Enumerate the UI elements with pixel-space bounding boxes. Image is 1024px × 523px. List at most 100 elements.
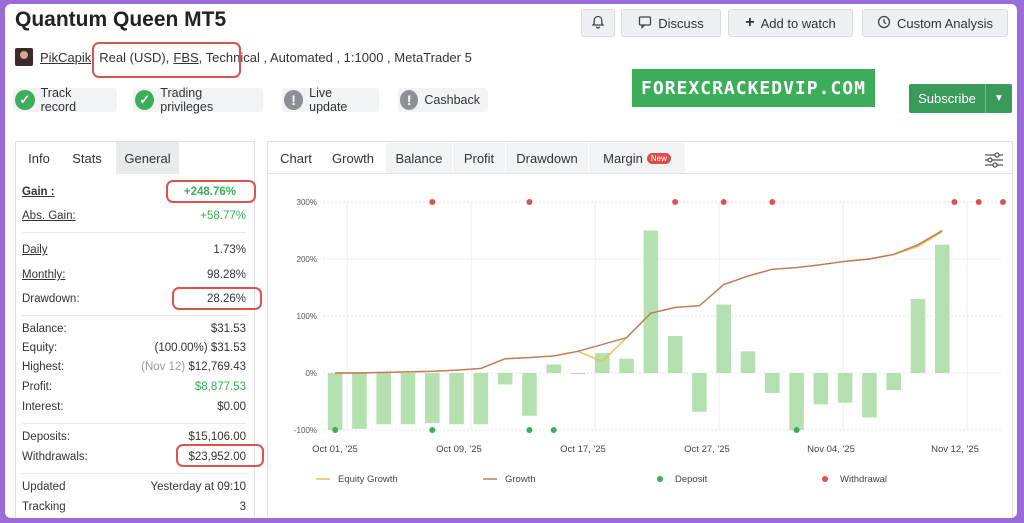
deposit-marker — [332, 427, 339, 433]
stat-label[interactable]: Gain : — [22, 186, 55, 198]
growth-bar — [716, 304, 731, 373]
legend-dot — [822, 476, 828, 482]
tab-growth[interactable]: Growth — [324, 143, 382, 175]
stat-value: 3 — [239, 501, 246, 513]
account-highlight — [92, 42, 241, 78]
stat-label: Balance: — [22, 323, 67, 335]
stat-value: $12,769.43 — [188, 361, 246, 373]
withdrawal-marker — [429, 199, 436, 205]
equity-growth-line — [335, 231, 943, 374]
stat-value: +58.77% — [200, 210, 246, 222]
check-icon: ✓ — [15, 90, 35, 110]
stat-value: $15,106.00 — [188, 431, 246, 443]
withdrawals-highlight — [176, 444, 264, 467]
growth-bar — [643, 230, 659, 373]
chart-panel: Chart Growth Balance Profit Drawdown Mar… — [267, 141, 1013, 518]
deposit-marker — [526, 427, 533, 433]
stat-daily: Daily 1.73% — [22, 244, 246, 256]
stat-interest: Interest: $0.00 — [22, 401, 246, 413]
alert-icon: ! — [400, 90, 419, 110]
withdrawal-marker — [720, 199, 727, 205]
withdrawal-marker — [672, 199, 679, 205]
divider — [22, 315, 246, 316]
x-tick-label: Oct 17, '25 — [560, 444, 606, 455]
growth-bar — [765, 373, 780, 393]
stat-value: 1.73% — [213, 244, 246, 256]
legend-label: Withdrawal — [840, 474, 887, 485]
x-tick-label: Nov 04, '25 — [807, 444, 855, 455]
tab-margin[interactable]: Margin New — [589, 143, 685, 173]
growth-bar — [570, 373, 586, 374]
growth-bar — [935, 244, 950, 373]
tab-chart[interactable]: Chart — [268, 143, 324, 173]
x-tick-label: Nov 12, '25 — [931, 444, 979, 455]
legend-label: Deposit — [675, 474, 708, 485]
withdrawal-marker — [951, 199, 958, 205]
growth-bar — [740, 351, 756, 373]
growth-bar — [692, 373, 707, 412]
stat-value: $31.53 — [210, 323, 246, 335]
withdrawal-marker — [1000, 199, 1006, 205]
page-title: Quantum Queen MT5 — [15, 8, 227, 31]
tab-drawdown[interactable]: Drawdown — [506, 143, 588, 173]
growth-bar — [619, 358, 634, 373]
new-badge: New — [646, 152, 671, 164]
subscribe-button[interactable]: Subscribe ▼ — [909, 84, 1012, 113]
account-type: Real (USD), — [99, 49, 170, 65]
growth-chart: 300% 200% 100% 0% -100% Oct 01, '25 Oct 09, '2… — [294, 198, 1006, 485]
stats-panel: Info Stats General Gain : +248.76% Abs. … — [15, 141, 255, 518]
legend-dot — [657, 476, 663, 482]
drawdown-highlight — [172, 287, 262, 310]
add-to-watch-label: Add to watch — [760, 15, 836, 31]
custom-analysis-button[interactable]: Custom Analysis — [862, 9, 1008, 37]
tab-stats[interactable]: Stats — [62, 142, 112, 175]
window: Quantum Queen MT5 Discuss + Add to watch… — [5, 4, 1017, 518]
growth-bar — [789, 373, 804, 430]
y-tick-label: -100% — [294, 426, 317, 435]
growth-line — [335, 229, 943, 374]
chevron-down-icon[interactable]: ▼ — [985, 84, 1012, 113]
growth-bar — [813, 373, 829, 405]
add-to-watch-button[interactable]: + Add to watch — [728, 9, 853, 37]
tab-general[interactable]: General — [116, 142, 179, 174]
avatar[interactable] — [15, 48, 33, 66]
broker-link[interactable]: FBS — [173, 49, 199, 65]
x-tick-label: Oct 01, '25 — [312, 444, 358, 455]
x-tick-label: Oct 09, '25 — [436, 444, 482, 455]
stat-label[interactable]: Monthly: — [22, 269, 66, 281]
tab-info[interactable]: Info — [28, 150, 50, 166]
badge-trading-privileges: ✓ Trading privileges — [133, 86, 263, 114]
y-tick-label: 0% — [305, 369, 317, 378]
y-tick-label: 100% — [297, 312, 317, 321]
growth-bar — [862, 373, 877, 418]
stat-value: +248.76% — [183, 186, 236, 198]
growth-bar — [352, 373, 367, 429]
tab-balance[interactable]: Balance — [386, 143, 452, 173]
discuss-button[interactable]: Discuss — [621, 9, 721, 37]
stat-abs-gain: Abs. Gain: +58.77% — [22, 210, 246, 222]
growth-bar — [425, 373, 440, 424]
author-link[interactable]: PikCapik — [40, 49, 92, 65]
stat-label: Equity: — [22, 342, 58, 354]
stat-deposits: Deposits: $15,106.00 — [22, 431, 246, 443]
notification-button[interactable] — [581, 9, 615, 37]
stat-monthly: Monthly: 98.28% — [22, 269, 246, 281]
stat-label: Deposits: — [22, 431, 70, 443]
stat-label[interactable]: Abs. Gain: — [22, 210, 76, 222]
stat-label[interactable]: Daily — [22, 244, 48, 256]
settings-sliders-icon[interactable] — [984, 151, 1004, 174]
stat-label: Highest: — [22, 361, 65, 373]
stat-label: Withdrawals: — [22, 451, 88, 463]
badge-track-record: ✓ Track record — [13, 86, 117, 114]
stat-label: Updated — [22, 481, 66, 493]
promo-watermark: FOREXCRACKEDVIP.COM — [632, 69, 875, 107]
x-tick-label: Oct 27, '25 — [684, 444, 730, 455]
divider — [22, 423, 246, 424]
discuss-label: Discuss — [658, 15, 704, 31]
tab-profit[interactable]: Profit — [453, 143, 505, 173]
badge-label: Track record — [40, 86, 77, 114]
growth-bar — [376, 373, 391, 425]
badge-label: Cashback — [424, 93, 480, 107]
stat-label: Tracking — [22, 501, 66, 513]
bell-icon — [591, 15, 605, 32]
